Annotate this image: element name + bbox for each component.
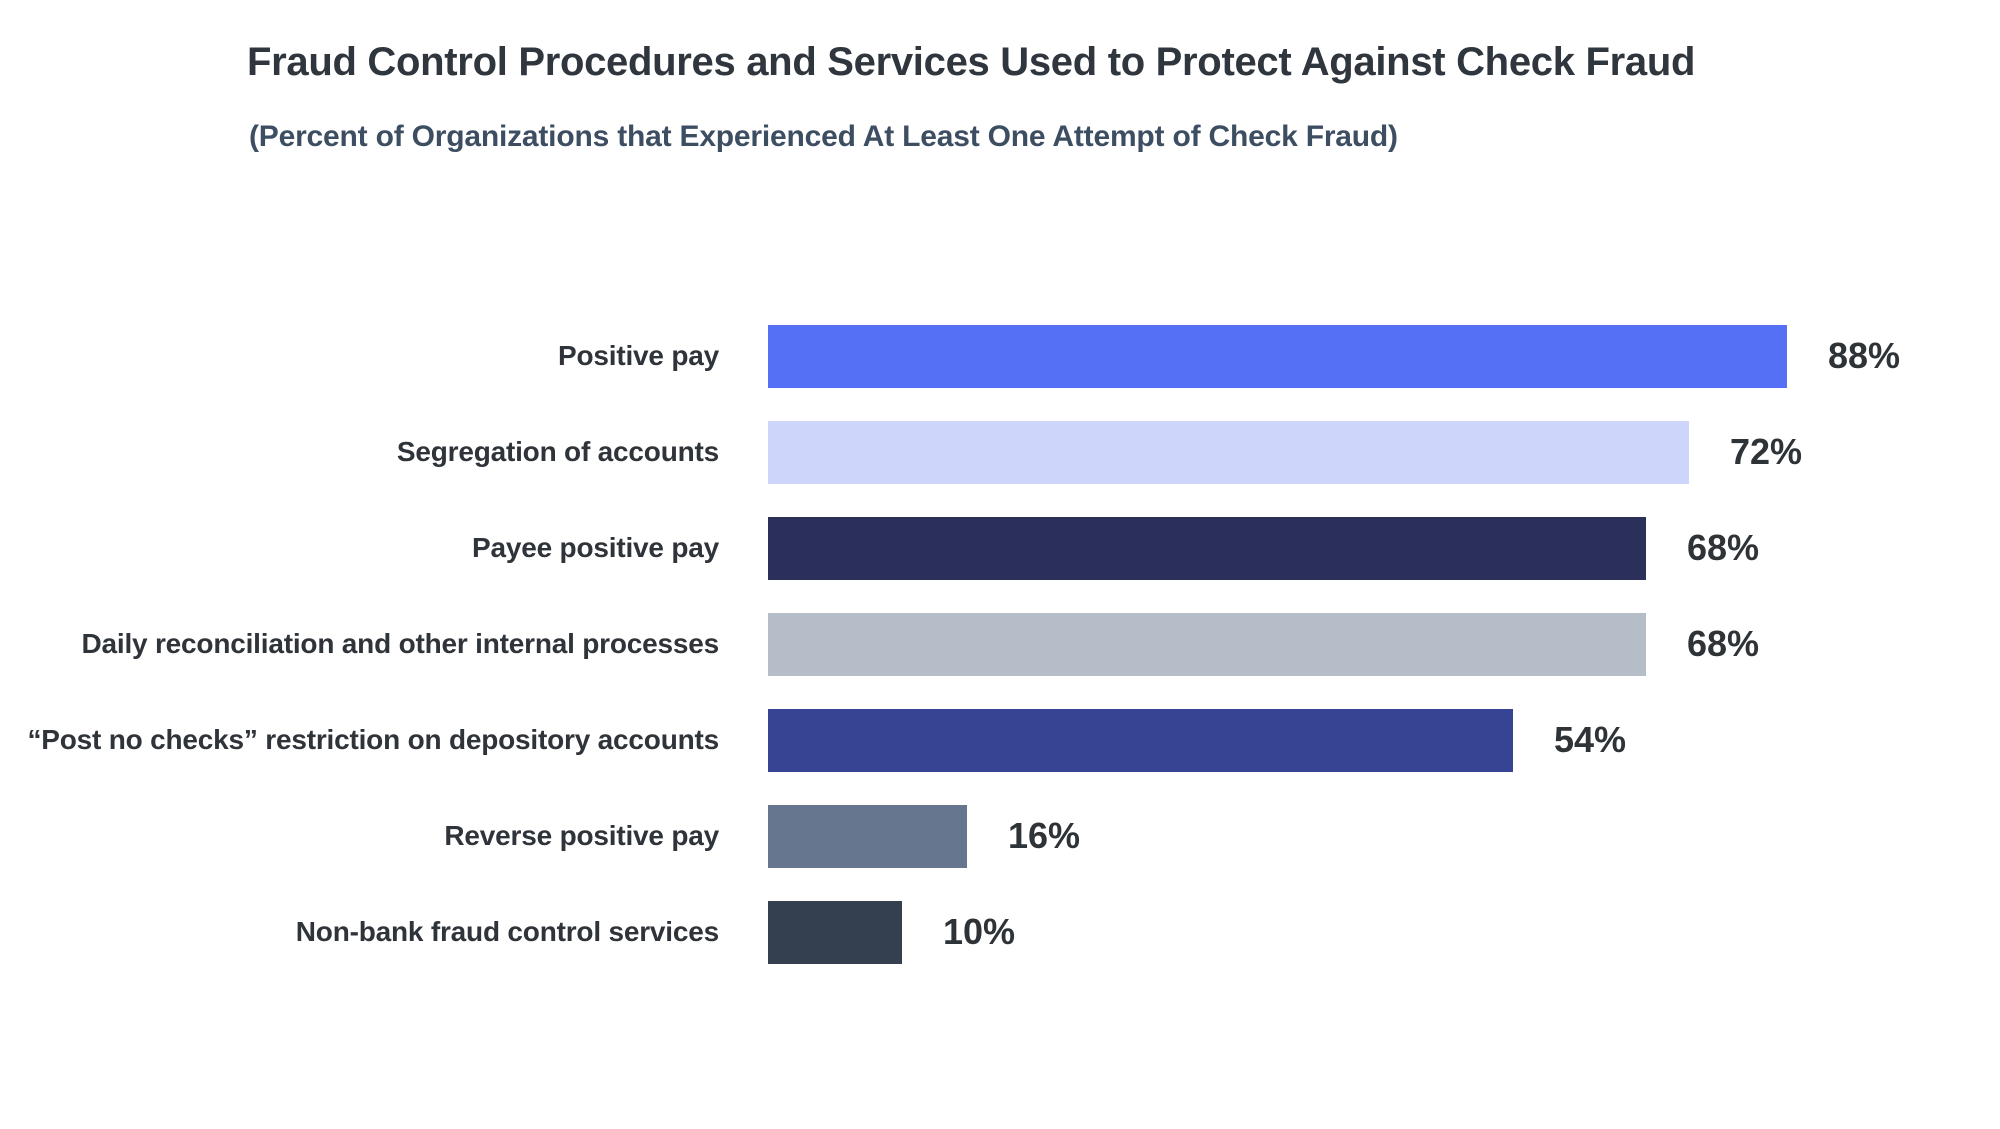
category-label: Segregation of accounts [396,436,719,467]
category-label-cell: Non-bank fraud control services [0,916,719,948]
chart-title: Fraud Control Procedures and Services Us… [247,40,1696,84]
bar-area: 72% [768,420,1803,484]
category-label-cell: Payee positive pay [0,532,719,564]
bar-area: 68% [768,612,1760,676]
bar-area: 16% [768,804,1081,868]
chart-subtitle: (Percent of Organizations that Experienc… [249,120,1398,153]
bar [768,324,1787,388]
category-label-cell: Positive pay [0,340,719,372]
bar-area: 10% [768,900,1016,964]
category-label: Positive pay [557,340,719,371]
bar-area: 54% [768,708,1627,772]
bar-area: 88% [768,324,1901,388]
bar [768,420,1689,484]
bar [768,516,1646,580]
category-label-cell: Segregation of accounts [0,436,719,468]
category-label-cell: “Post no checks” restriction on deposito… [0,724,719,756]
bar-row: Non-bank fraud control services 10% [0,884,2000,980]
bar-chart: Positive pay 88% Segregation of accounts… [0,308,2000,980]
bar-row: Daily reconciliation and other internal … [0,596,2000,692]
bar-row: “Post no checks” restriction on deposito… [0,692,2000,788]
bar [768,804,967,868]
bar [768,900,902,964]
value-label: 68% [1687,623,1760,664]
bar-row: Reverse positive pay 16% [0,788,2000,884]
bar-row: Payee positive pay 68% [0,500,2000,596]
category-label: Payee positive pay [472,532,719,563]
value-label: 68% [1687,527,1760,568]
category-label: Reverse positive pay [444,820,719,851]
category-label-cell: Daily reconciliation and other internal … [0,628,719,660]
value-label: 10% [943,911,1016,952]
category-label: “Post no checks” restriction on deposito… [27,724,719,755]
category-label: Non-bank fraud control services [295,916,719,947]
value-label: 54% [1554,719,1627,760]
category-label: Daily reconciliation and other internal … [81,628,719,659]
category-label-cell: Reverse positive pay [0,820,719,852]
value-label: 72% [1730,431,1803,472]
bar-area: 68% [768,516,1760,580]
bar [768,708,1513,772]
bar-row: Segregation of accounts 72% [0,404,2000,500]
bar-row: Positive pay 88% [0,308,2000,404]
value-label: 88% [1828,335,1901,376]
value-label: 16% [1008,815,1081,856]
bar [768,612,1646,676]
